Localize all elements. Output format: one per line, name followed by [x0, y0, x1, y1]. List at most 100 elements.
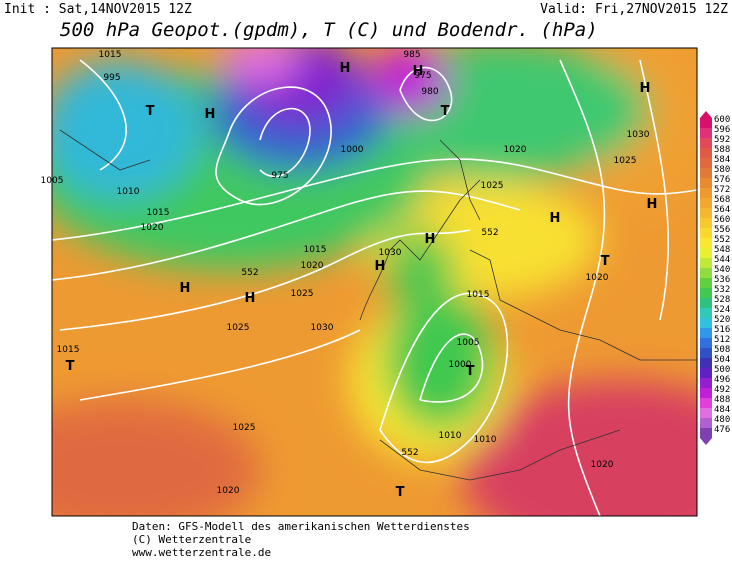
colorbar-label: 488: [714, 395, 730, 405]
colorbar-label: 496: [714, 375, 730, 385]
contour-label: 1015: [467, 290, 490, 300]
colorbar-swatch: [700, 198, 712, 208]
colorbar-swatch: [700, 418, 712, 428]
colorbar-label: 552: [714, 235, 730, 245]
pressure-center: T: [441, 104, 450, 119]
colorbar-label: 576: [714, 175, 730, 185]
colorbar-swatch: [700, 428, 712, 438]
colorbar-swatch: [700, 338, 712, 348]
colorbar-label: 520: [714, 315, 730, 325]
colorbar-label: 512: [714, 335, 730, 345]
pressure-center: T: [466, 364, 475, 379]
isobars: [52, 59, 697, 516]
pressure-center: H: [550, 211, 561, 226]
colorbar-swatch: [700, 138, 712, 148]
contour-label: 1030: [311, 323, 334, 333]
contour-label: 552: [241, 268, 258, 278]
title: 500 hPa Geopot.(gpdm), T (C) und Bodendr…: [60, 19, 598, 41]
contour-label: 1005: [457, 338, 480, 348]
contour-label: 1015: [147, 208, 170, 218]
colorbar-swatch: [700, 318, 712, 328]
contour-label: 975: [414, 71, 431, 81]
colorbar-label: 500: [714, 365, 730, 375]
colorbar-label: 596: [714, 125, 730, 135]
pressure-center: H: [340, 61, 351, 76]
contour-label: 1015: [57, 345, 80, 355]
colorbar-swatch: [700, 178, 712, 188]
colorbar-label: 548: [714, 245, 730, 255]
contour-label: 975: [271, 171, 288, 181]
colorbar-swatch: [700, 258, 712, 268]
contour-label: 552: [401, 448, 418, 458]
colorbar: 6005965925885845805765725685645605565525…: [700, 111, 730, 445]
pressure-center: H: [180, 281, 191, 296]
colorbar-swatch: [700, 278, 712, 288]
pressure-center: H: [425, 232, 436, 247]
colorbar-label: 564: [714, 205, 730, 215]
colorbar-swatch: [700, 368, 712, 378]
colorbar-label: 592: [714, 135, 730, 145]
color-field: [52, 48, 697, 516]
colorbar-swatch: [700, 208, 712, 218]
colorbar-swatch: [700, 388, 712, 398]
colorbar-swatch: [700, 358, 712, 368]
map-area: [52, 48, 697, 516]
colorbar-swatch: [700, 298, 712, 308]
footer-line: (C) Wetterzentrale: [132, 533, 251, 546]
contour-label: 1010: [474, 435, 497, 445]
colorbar-swatch: [700, 268, 712, 278]
colorbar-swatch: [700, 228, 712, 238]
colorbar-label: 536: [714, 275, 730, 285]
pressure-center: H: [245, 291, 256, 306]
colorbar-label: 524: [714, 305, 730, 315]
pressure-center: H: [205, 107, 216, 122]
colorbar-swatch: [700, 408, 712, 418]
colorbar-label: 516: [714, 325, 730, 335]
colorbar-label: 508: [714, 345, 730, 355]
colorbar-label: 556: [714, 225, 730, 235]
contour-label: 1025: [614, 156, 637, 166]
colorbar-swatch: [700, 168, 712, 178]
contour-label: 1020: [141, 223, 164, 233]
colorbar-swatch: [700, 308, 712, 318]
pressure-center: H: [413, 64, 424, 79]
colorbar-label: 532: [714, 285, 730, 295]
footer-line: www.wetterzentrale.de: [132, 546, 271, 559]
colorbar-cap: [700, 111, 712, 118]
colorbar-label: 544: [714, 255, 730, 265]
colorbar-swatch: [700, 398, 712, 408]
contour-label: 1010: [117, 187, 140, 197]
colorbar-swatch: [700, 188, 712, 198]
colorbar-swatch: [700, 248, 712, 258]
contour-label: 1020: [586, 273, 609, 283]
contour-label: 1020: [591, 460, 614, 470]
contour-label: 980: [421, 87, 438, 97]
colorbar-label: 580: [714, 165, 730, 175]
valid-text: Valid: Fri,27NOV2015 12Z: [540, 2, 728, 17]
contour-label: 1005: [41, 176, 64, 186]
footer-line: Daten: GFS-Modell des amerikanischen Wet…: [132, 520, 470, 533]
colorbar-label: 504: [714, 355, 730, 365]
colorbar-swatch: [700, 128, 712, 138]
colorbar-swatch: [700, 148, 712, 158]
colorbar-cap: [700, 438, 712, 445]
pressure-center: H: [375, 259, 386, 274]
colorbar-swatch: [700, 288, 712, 298]
contour-label: 1020: [301, 261, 324, 271]
colorbar-swatch: [700, 118, 712, 128]
pressure-center: T: [396, 485, 405, 500]
colorbar-label: 600: [714, 115, 730, 125]
contour-label: 1000: [341, 145, 364, 155]
contour-label: 1025: [481, 181, 504, 191]
contour-label: 985: [403, 50, 420, 60]
colorbar-swatch: [700, 378, 712, 388]
contour-label: 995: [103, 73, 120, 83]
contour-label: 552: [481, 228, 498, 238]
pressure-center: T: [146, 104, 155, 119]
contour-label: 1025: [227, 323, 250, 333]
contour-label: 1020: [217, 486, 240, 496]
colorbar-swatch: [700, 158, 712, 168]
colorbar-label: 484: [714, 405, 730, 415]
